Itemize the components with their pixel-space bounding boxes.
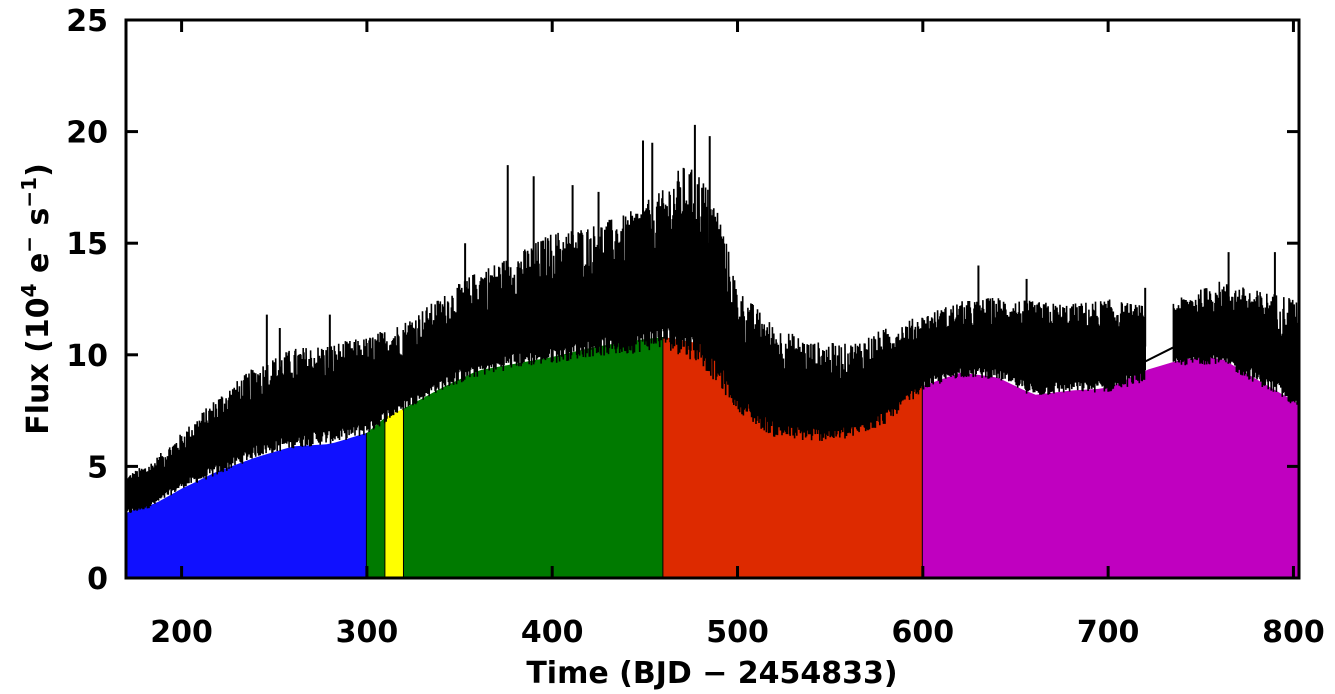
quarter-fill-3 (385, 408, 404, 578)
quarter-fills (126, 336, 1300, 578)
y-axis-title-exponent: − (17, 236, 41, 253)
y-tick-label: 25 (66, 4, 108, 39)
x-tick-label: 400 (521, 615, 584, 650)
y-axis-title-exponent: −1 (17, 177, 41, 208)
quarter-fill-6 (922, 357, 1299, 578)
y-tick-label: 15 (66, 227, 108, 262)
flux-series-line (125, 167, 1300, 514)
x-tick-label: 200 (150, 615, 213, 650)
y-tick-label: 20 (66, 116, 108, 151)
y-tick-label: 10 (66, 339, 108, 374)
y-axis-title-part: e (21, 253, 56, 284)
gap-connector (1144, 346, 1174, 363)
y-axis-title-part: ) (21, 163, 56, 177)
x-tick-label: 700 (1077, 615, 1140, 650)
tick-labels: 200 300 400 500 600 700 800 0 5 10 15 20 25 (66, 4, 1325, 650)
x-tick-label: 500 (706, 615, 769, 650)
x-tick-label: 300 (336, 615, 399, 650)
y-axis-title-part: s (21, 208, 56, 236)
y-axis-title-part: Flux (10 (21, 297, 56, 434)
y-axis-title-exponent: 4 (17, 283, 41, 297)
x-tick-label: 600 (892, 615, 955, 650)
quarter-fill-2 (366, 417, 386, 578)
quarter-fill-5 (663, 336, 923, 578)
plot-frame (124, 18, 1301, 580)
x-axis-title: Time (BJD − 2454833) (526, 656, 897, 691)
x-tick-label: 800 (1262, 615, 1325, 650)
y-tick-label: 5 (87, 450, 108, 485)
quarter-fill-4 (404, 336, 664, 578)
quarter-fill-1 (126, 432, 367, 578)
y-tick-label: 0 (87, 562, 108, 597)
y-axis-title: Flux (104 e− s−1) (17, 163, 56, 435)
flux-series (125, 124, 1300, 514)
